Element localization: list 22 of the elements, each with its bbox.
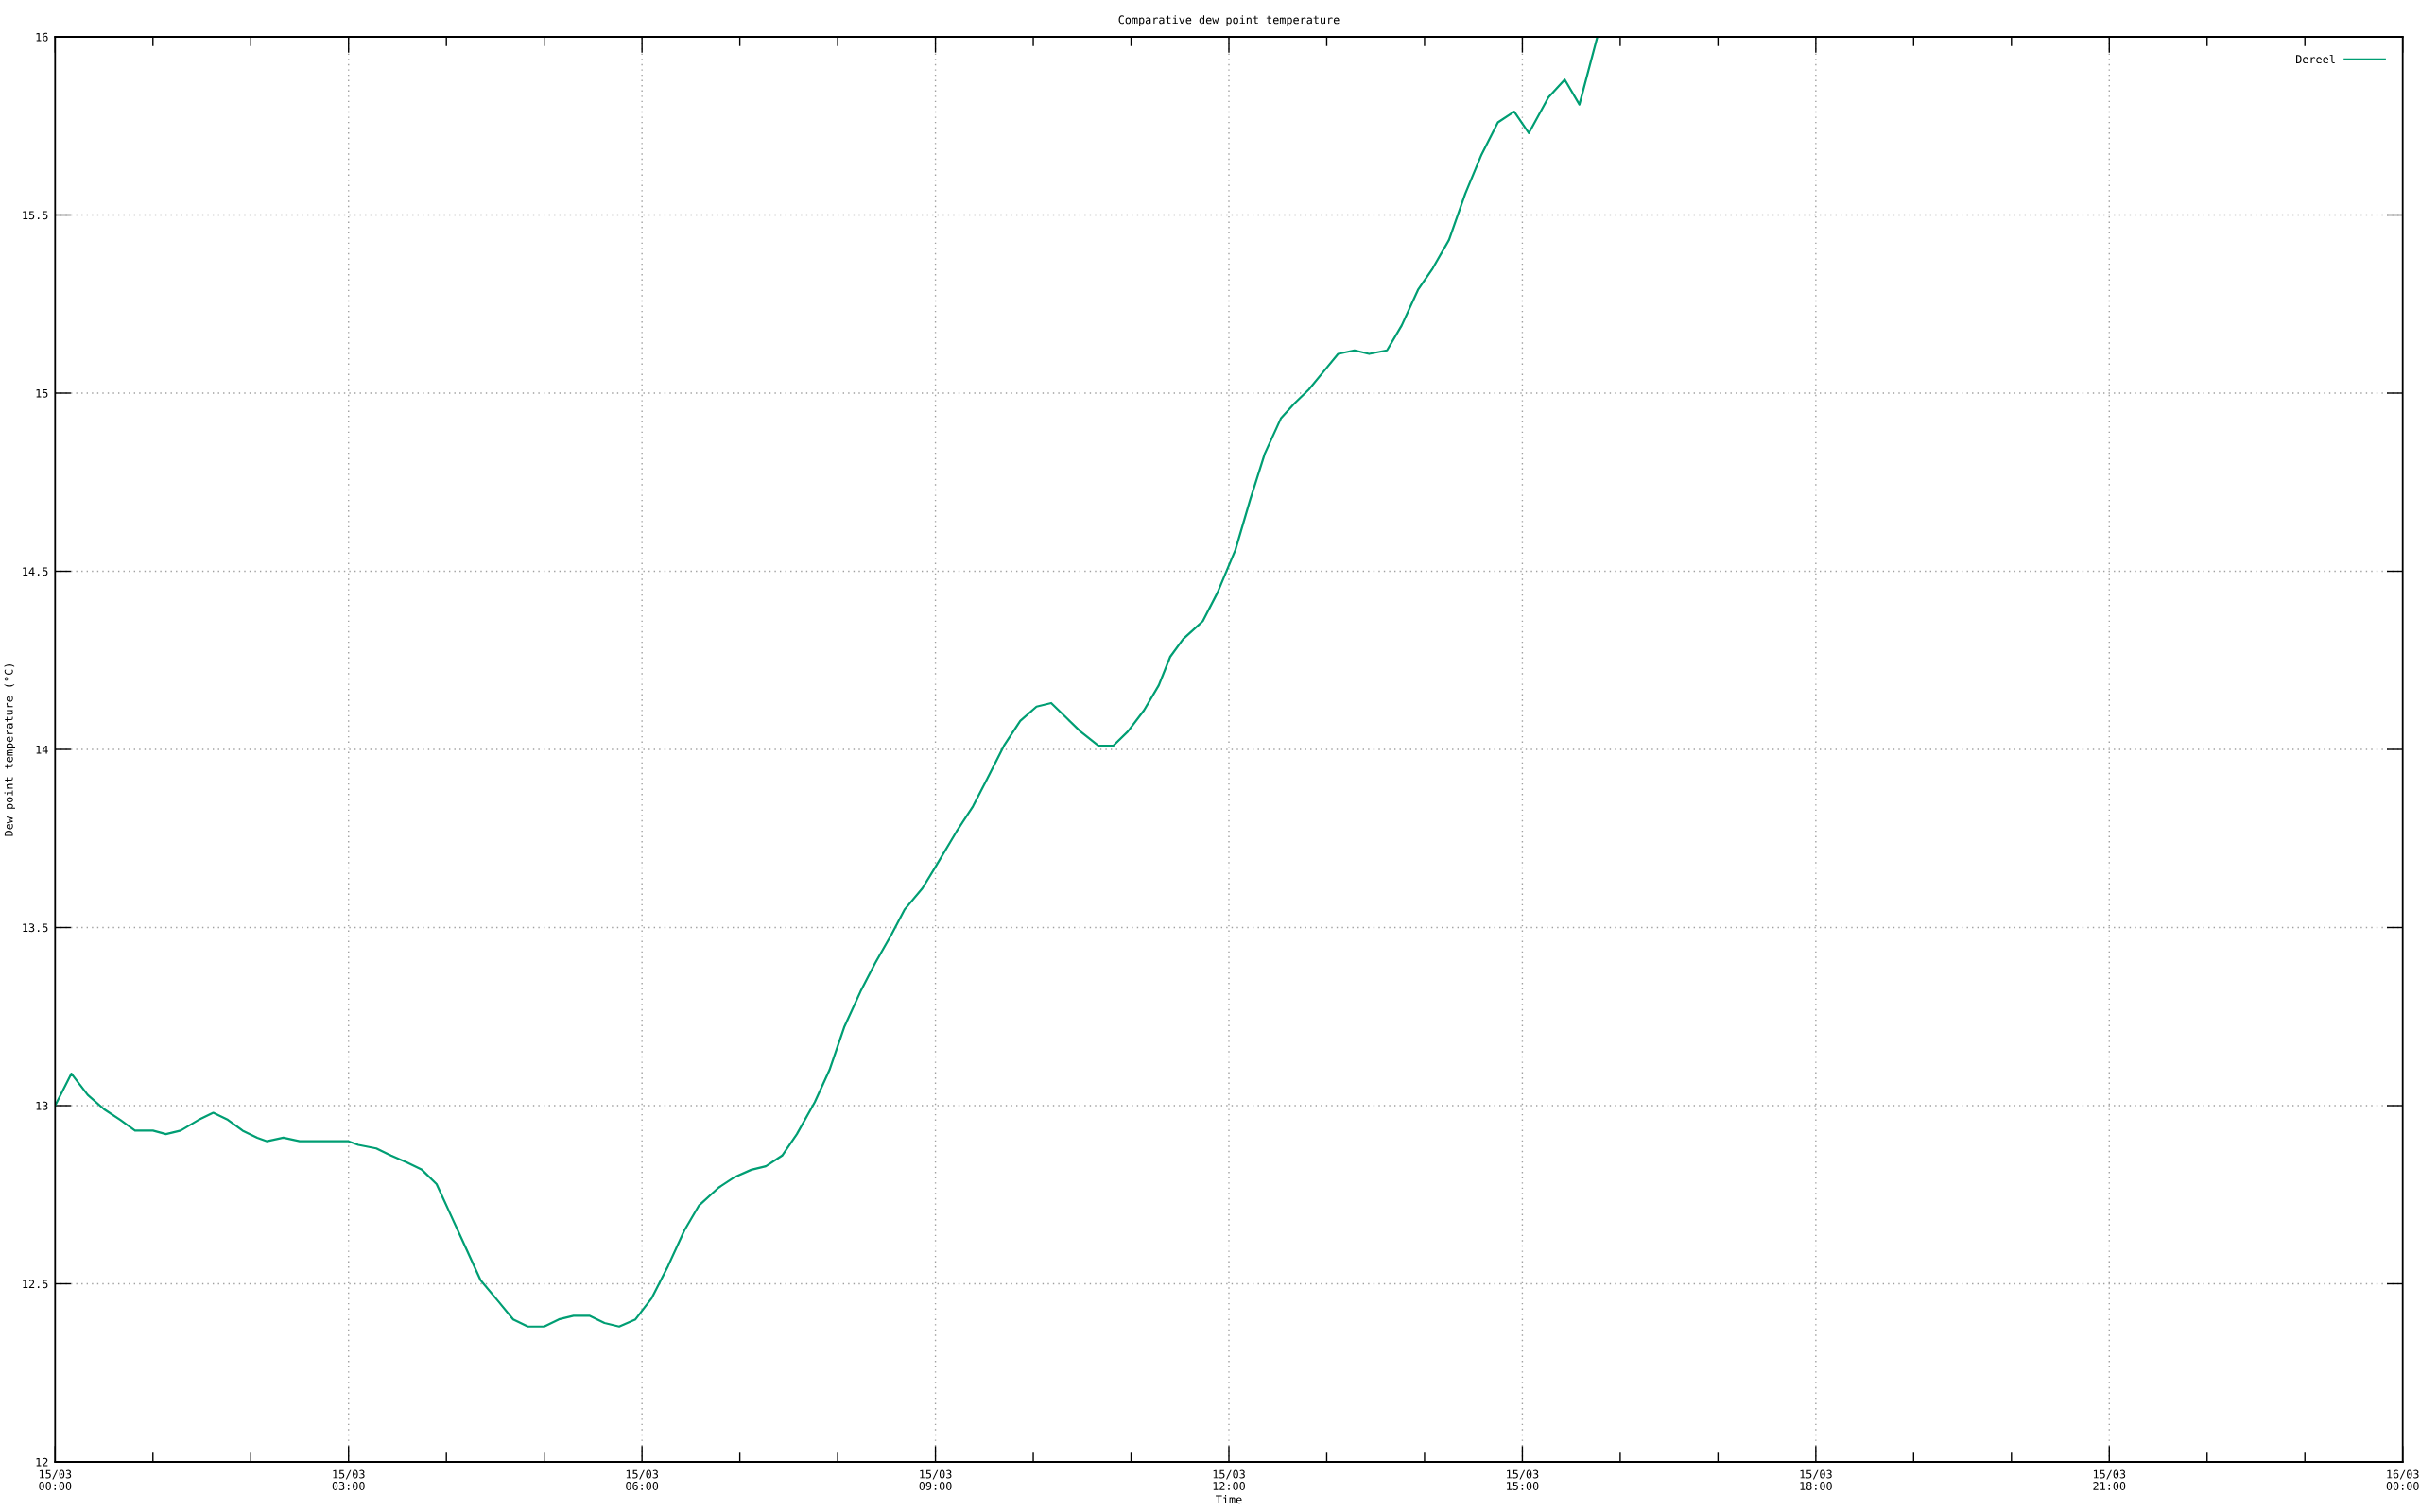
y-tick-label: 15	[36, 388, 48, 398]
x-tick-label: 15/03 21:00	[2093, 1469, 2126, 1490]
x-tick-label: 15/03 12:00	[1213, 1469, 1245, 1490]
x-tick-label: 15/03 00:00	[39, 1469, 72, 1490]
x-tick-label: 16/03 00:00	[2386, 1469, 2419, 1490]
x-tick-label: 15/03 06:00	[626, 1469, 659, 1490]
y-tick-label: 12.5	[23, 1280, 48, 1289]
x-tick-label: 15/03 18:00	[1800, 1469, 1832, 1490]
y-tick-label: 13.5	[23, 923, 48, 933]
y-axis-title: Dew point temperature (°C)	[4, 664, 15, 836]
x-axis-title: Time	[1216, 1495, 1242, 1504]
y-tick-label: 12	[36, 1457, 48, 1467]
chart-title: Comparative dew point temperature	[1118, 15, 1340, 26]
y-tick-label: 15.5	[23, 211, 48, 220]
y-tick-label: 14	[36, 745, 48, 754]
y-tick-label: 14.5	[23, 567, 48, 576]
x-tick-label: 15/03 09:00	[919, 1469, 952, 1490]
y-tick-label: 16	[36, 32, 48, 42]
legend-label: Dereel	[2296, 54, 2335, 64]
y-tick-label: 13	[36, 1101, 48, 1110]
x-tick-label: 15/03 15:00	[1507, 1469, 1539, 1490]
x-tick-label: 15/03 03:00	[332, 1469, 365, 1490]
